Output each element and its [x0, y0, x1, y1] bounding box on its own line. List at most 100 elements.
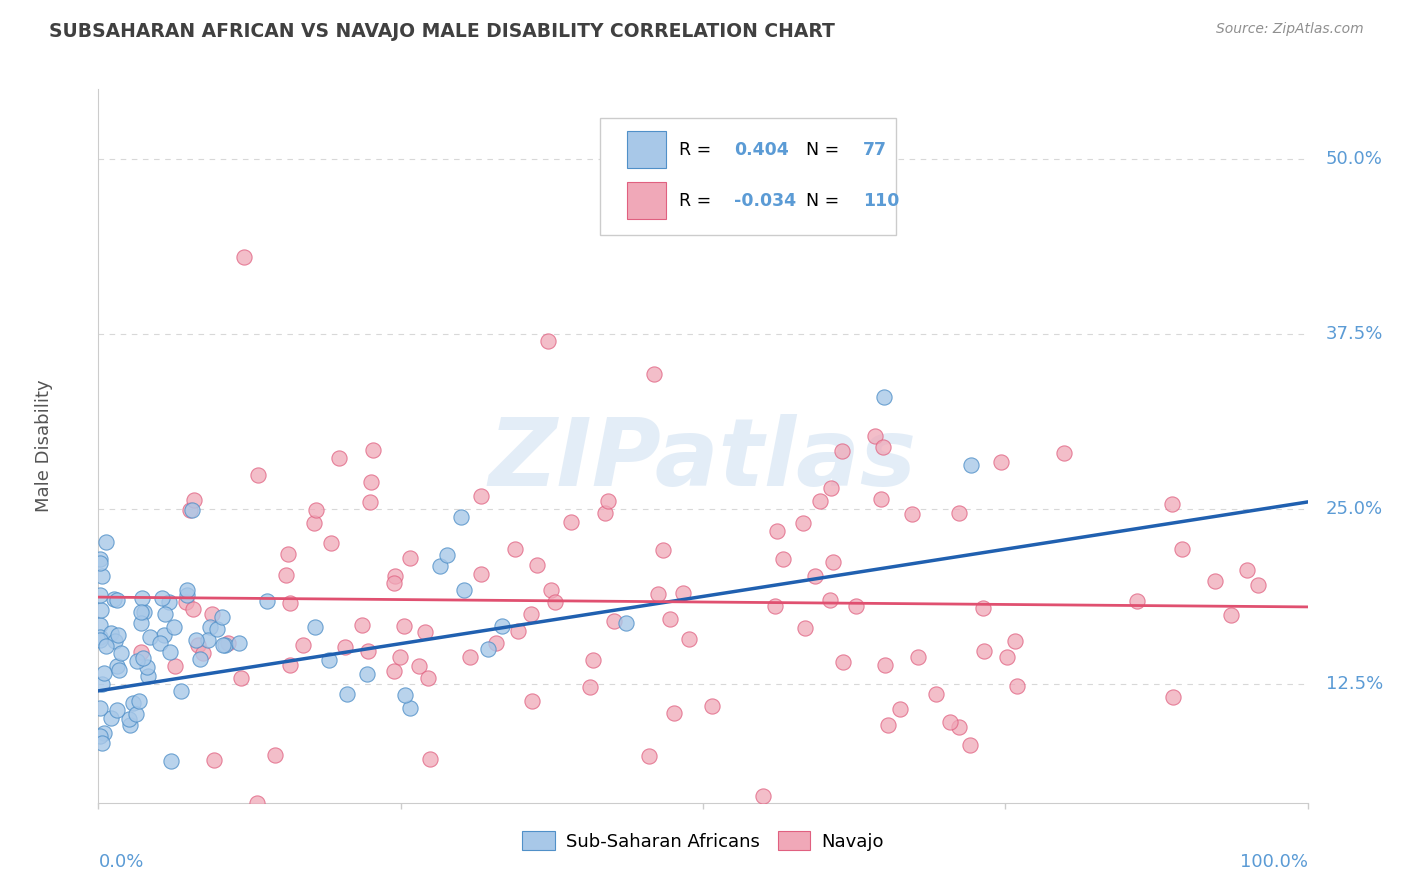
Point	[91, 736, 114, 750]
Point	[197, 632, 219, 647]
Point	[831, 444, 853, 458]
Point	[460, 649, 482, 664]
Text: 37.5%: 37.5%	[1326, 325, 1384, 343]
Text: SUBSAHARAN AFRICAN VS NAVAJO MALE DISABILITY CORRELATION CHART: SUBSAHARAN AFRICAN VS NAVAJO MALE DISABI…	[49, 22, 835, 41]
Text: Male Disability: Male Disability	[35, 380, 53, 512]
Point	[305, 503, 328, 517]
Point	[820, 481, 842, 495]
Point	[103, 592, 125, 607]
Point	[544, 595, 567, 609]
Point	[772, 552, 794, 566]
Point	[191, 646, 214, 660]
Point	[408, 659, 430, 673]
Point	[232, 250, 254, 264]
Point	[582, 653, 605, 667]
Point	[131, 615, 153, 630]
Text: 12.5%: 12.5%	[1326, 675, 1384, 693]
Point	[328, 451, 350, 466]
Point	[870, 492, 893, 507]
Point	[93, 666, 115, 681]
Point	[470, 489, 492, 503]
Point	[1161, 690, 1184, 705]
Point	[595, 506, 617, 520]
Point	[229, 671, 252, 685]
Point	[537, 334, 560, 348]
Point	[1219, 608, 1241, 623]
Text: 100.0%: 100.0%	[1240, 853, 1308, 871]
FancyBboxPatch shape	[627, 131, 665, 169]
Point	[183, 493, 205, 508]
Text: 25.0%: 25.0%	[1326, 500, 1384, 518]
Point	[384, 569, 406, 583]
Point	[491, 618, 513, 632]
Point	[128, 693, 150, 707]
Point	[863, 428, 886, 442]
Point	[973, 644, 995, 658]
Point	[765, 524, 787, 539]
Point	[794, 621, 817, 635]
Point	[359, 495, 381, 509]
Point	[321, 536, 343, 550]
Point	[160, 754, 183, 768]
Text: 110: 110	[863, 192, 898, 210]
Point	[217, 636, 239, 650]
Point	[398, 701, 420, 715]
Point	[436, 549, 458, 563]
Point	[153, 607, 176, 621]
Point	[174, 595, 197, 609]
Point	[188, 652, 211, 666]
Text: -0.034: -0.034	[734, 192, 797, 210]
Point	[89, 633, 111, 648]
Text: R =: R =	[679, 141, 717, 159]
Point	[1204, 574, 1226, 588]
Text: R =: R =	[679, 192, 717, 210]
Point	[205, 622, 228, 636]
Point	[129, 645, 152, 659]
Point	[477, 642, 499, 657]
Point	[939, 715, 962, 730]
Point	[1004, 634, 1026, 648]
Point	[429, 558, 451, 573]
Point	[170, 684, 193, 698]
Point	[418, 671, 440, 685]
Point	[274, 567, 297, 582]
Point	[1247, 578, 1270, 592]
Point	[382, 575, 405, 590]
Point	[180, 502, 202, 516]
Point	[163, 619, 186, 633]
Point	[159, 645, 181, 659]
Point	[198, 619, 221, 633]
Point	[150, 591, 173, 605]
Point	[256, 594, 278, 608]
Point	[1160, 497, 1182, 511]
Point	[652, 542, 675, 557]
Point	[278, 596, 301, 610]
Point	[1170, 542, 1192, 557]
Point	[105, 593, 128, 607]
Point	[419, 752, 441, 766]
Point	[959, 738, 981, 752]
Text: Source: ZipAtlas.com: Source: ZipAtlas.com	[1216, 22, 1364, 37]
Point	[948, 721, 970, 735]
Point	[948, 506, 970, 520]
Point	[277, 547, 299, 561]
Point	[823, 555, 845, 569]
Point	[450, 510, 472, 524]
Point	[105, 659, 128, 673]
Point	[520, 607, 543, 621]
Point	[702, 699, 724, 714]
Point	[678, 632, 700, 646]
Point	[470, 566, 492, 581]
Point	[100, 625, 122, 640]
Point	[389, 650, 412, 665]
Text: 0.0%: 0.0%	[98, 853, 143, 871]
Point	[132, 651, 155, 665]
Point	[94, 639, 117, 653]
Point	[637, 748, 659, 763]
Text: N =: N =	[794, 192, 845, 210]
Point	[818, 592, 841, 607]
Point	[292, 638, 315, 652]
FancyBboxPatch shape	[627, 182, 665, 219]
Point	[245, 796, 267, 810]
Point	[662, 706, 685, 720]
